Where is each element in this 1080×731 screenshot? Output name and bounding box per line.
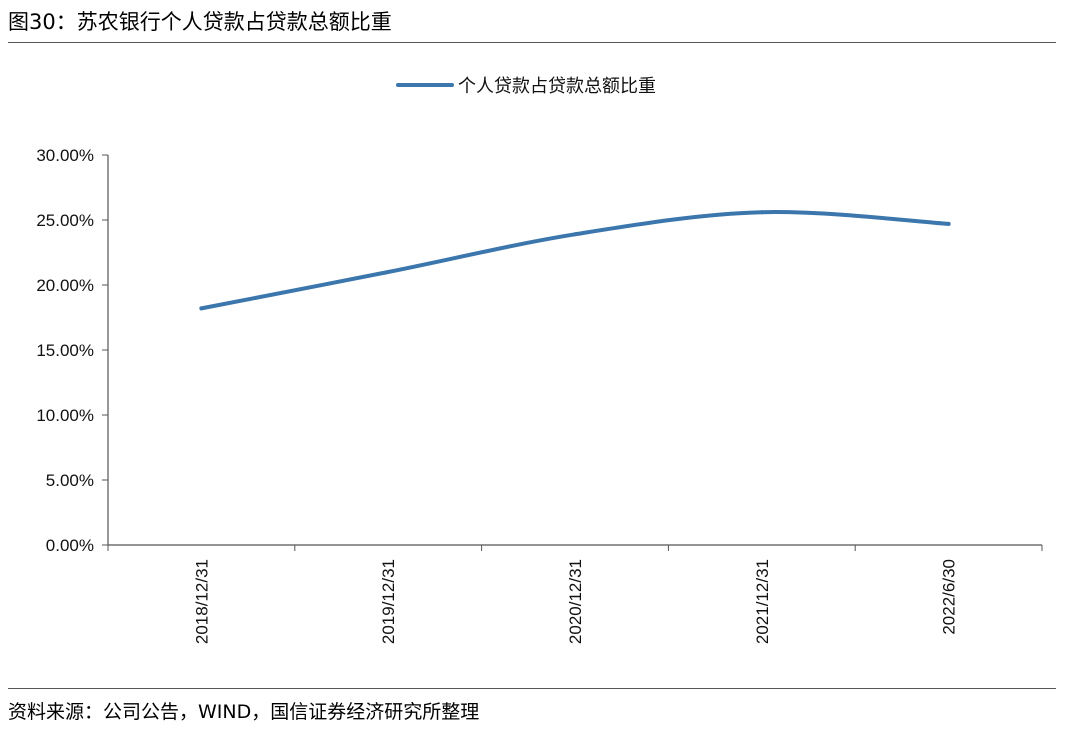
x-tick-label: 2020/12/31 <box>566 559 585 644</box>
x-tick-label: 2018/12/31 <box>192 559 211 644</box>
x-tick-label: 2021/12/31 <box>753 559 772 644</box>
y-tick-label: 15.00% <box>36 341 94 360</box>
data-point <box>759 210 764 215</box>
source-note: 资料来源：公司公告，WIND，国信证券经济研究所整理 <box>8 701 480 723</box>
series-line <box>199 210 951 311</box>
data-point <box>573 232 577 237</box>
y-tick-label: 30.00% <box>36 146 94 165</box>
figure-title: 图30：苏农银行个人贷款占贷款总额比重 <box>8 10 392 34</box>
x-tick-label: 2022/6/30 <box>940 559 959 635</box>
y-tick-label: 25.00% <box>36 211 94 230</box>
data-point <box>199 306 204 311</box>
legend-label: 个人贷款占贷款总额比重 <box>458 76 656 97</box>
y-tick-label: 10.00% <box>36 406 94 425</box>
y-tick-label: 0.00% <box>46 536 94 555</box>
y-tick-label: 20.00% <box>36 276 94 295</box>
data-point <box>946 221 951 226</box>
x-tick-label: 2019/12/31 <box>379 559 398 644</box>
data-point <box>386 270 391 274</box>
title-divider <box>8 42 1056 43</box>
y-tick-label: 5.00% <box>46 471 94 490</box>
source-divider <box>8 688 1056 689</box>
